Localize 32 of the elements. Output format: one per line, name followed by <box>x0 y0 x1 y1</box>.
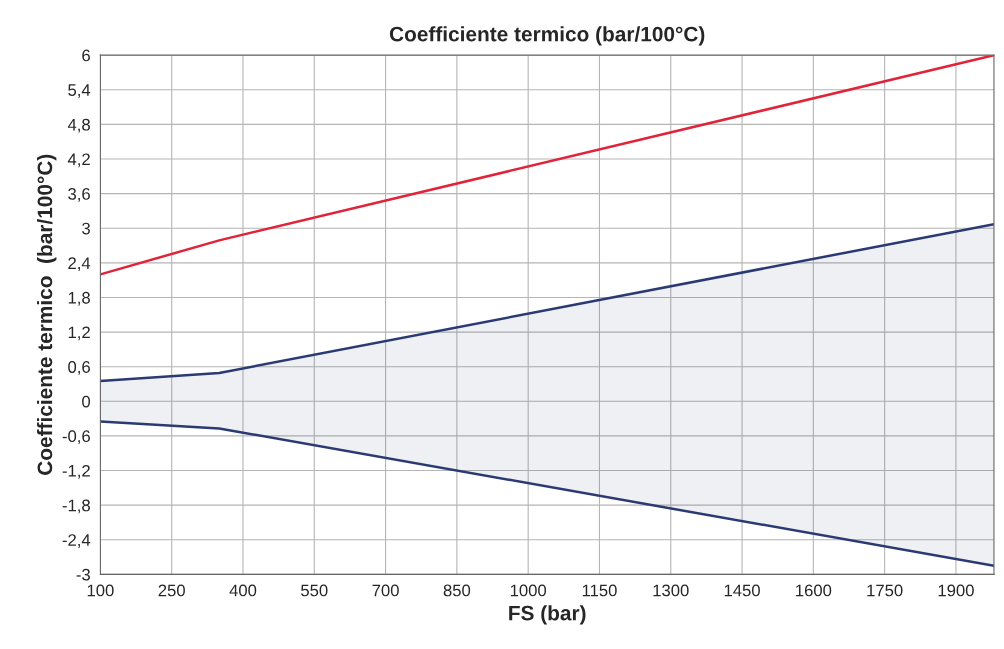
x-tick-label: 1150 <box>582 584 617 597</box>
y-tick-label: -1,8 <box>62 499 90 514</box>
y-tick-label: 0,6 <box>68 361 90 375</box>
x-tick-label: 1900 <box>938 584 974 597</box>
x-tick-label: 400 <box>229 584 257 597</box>
y-tick-label: 2,4 <box>68 257 91 272</box>
x-tick-label: 700 <box>372 584 399 597</box>
x-tick-label: 100 <box>87 584 114 597</box>
y-tick-label: -3 <box>76 568 90 581</box>
y-tick-label: -1,2 <box>62 464 90 479</box>
x-tick-label: 250 <box>158 584 185 597</box>
x-tick-label: 1450 <box>724 584 760 597</box>
chart-title: Coefficiente termico (bar/100°C) <box>389 26 705 46</box>
x-tick-label: 1000 <box>510 584 547 597</box>
y-tick-label: 4,8 <box>67 118 90 133</box>
y-axis-title: Coefficiente termico (bar/100°C) <box>36 154 57 475</box>
x-tick-label: 550 <box>301 584 328 597</box>
x-tick-label: 1750 <box>867 584 903 597</box>
y-tick-label: 3 <box>82 222 90 235</box>
y-tick-label: 1,2 <box>68 326 90 341</box>
y-tick-label: -0,6 <box>62 430 90 445</box>
y-tick-label: 5,4 <box>68 84 91 98</box>
y-tick-label: 3,6 <box>68 188 90 202</box>
y-tick-label: 4,2 <box>67 153 90 168</box>
x-tick-label: 1600 <box>796 584 832 597</box>
x-axis-title: FS (bar) <box>509 605 586 625</box>
x-tick-label: 1300 <box>653 584 689 597</box>
y-tick-label: 6 <box>82 49 90 62</box>
y-tick-label: 0 <box>82 395 91 408</box>
y-tick-label: -2,4 <box>62 534 91 548</box>
x-tick-label: 850 <box>443 584 471 597</box>
y-tick-label: 1,8 <box>68 291 90 306</box>
